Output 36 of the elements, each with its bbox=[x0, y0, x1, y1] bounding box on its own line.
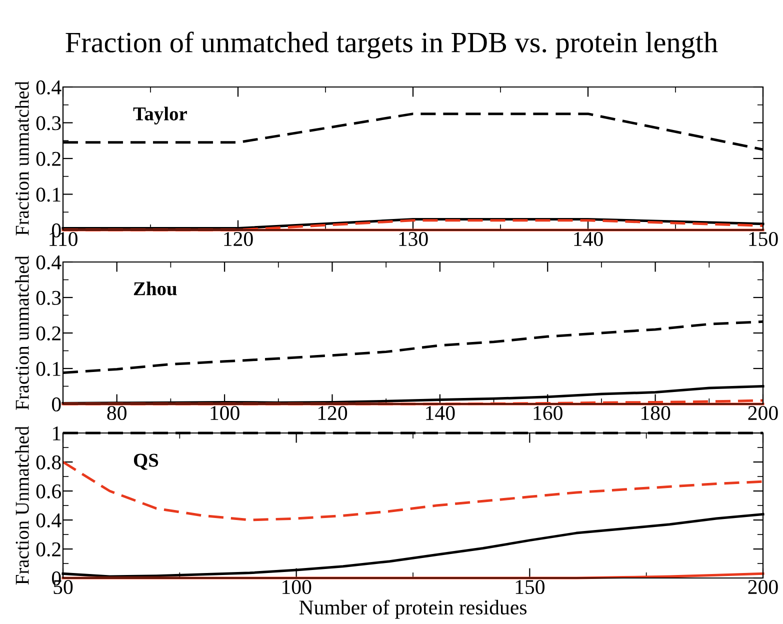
x-tick-label: 120 bbox=[318, 406, 348, 420]
x-tick-label: 100 bbox=[210, 406, 240, 420]
x-tick-label: 160 bbox=[534, 406, 562, 420]
y-tick-label: 0.2 bbox=[36, 326, 60, 341]
y-axis-title: Fraction unmatched bbox=[15, 256, 29, 410]
y-axis-title: Fraction unmatched bbox=[15, 81, 29, 236]
x-tick-label: 140 bbox=[574, 232, 603, 246]
y-tick-label: 0.4 bbox=[36, 255, 62, 270]
x-tick-label: 120 bbox=[224, 232, 253, 246]
x-tick-label: 180 bbox=[642, 406, 670, 420]
y-tick-label: 0.2 bbox=[36, 542, 60, 557]
y-tick-label: 0.4 bbox=[36, 513, 62, 528]
x-tick-label: 150 bbox=[749, 232, 778, 246]
y-tick-label: 0.3 bbox=[36, 116, 61, 130]
annotation: Zhou bbox=[134, 282, 177, 296]
x-tick-label: 200 bbox=[748, 406, 778, 420]
y-tick-label: 0.1 bbox=[36, 362, 60, 376]
y-tick-label: 0.8 bbox=[36, 455, 61, 470]
x-tick-label: 80 bbox=[107, 406, 126, 420]
x-tick-label: 100 bbox=[282, 580, 312, 594]
annotation: Taylor bbox=[133, 106, 187, 124]
chart-title: Fraction of unmatched targets in PDB vs. protein length bbox=[66, 32, 718, 58]
x-tick-label: 140 bbox=[426, 406, 455, 420]
y-tick-label: 1 bbox=[53, 426, 60, 440]
x-tick-label: 200 bbox=[748, 580, 778, 594]
x-axis-title: Number of protein residues bbox=[299, 600, 527, 619]
y-tick-label: 0.4 bbox=[36, 80, 62, 95]
x-tick-label: 150 bbox=[516, 580, 544, 594]
y-tick-label: 0 bbox=[52, 397, 61, 412]
y-tick-label: 0.2 bbox=[36, 152, 60, 166]
x-tick-label: 130 bbox=[399, 232, 428, 246]
annotation: QS bbox=[134, 454, 158, 470]
y-tick-label: 0.3 bbox=[36, 290, 61, 306]
y-tick-label: 0.6 bbox=[36, 484, 61, 499]
y-axis-title: Fraction Unmatched bbox=[15, 426, 29, 585]
y-tick-label: 0.1 bbox=[36, 188, 60, 202]
